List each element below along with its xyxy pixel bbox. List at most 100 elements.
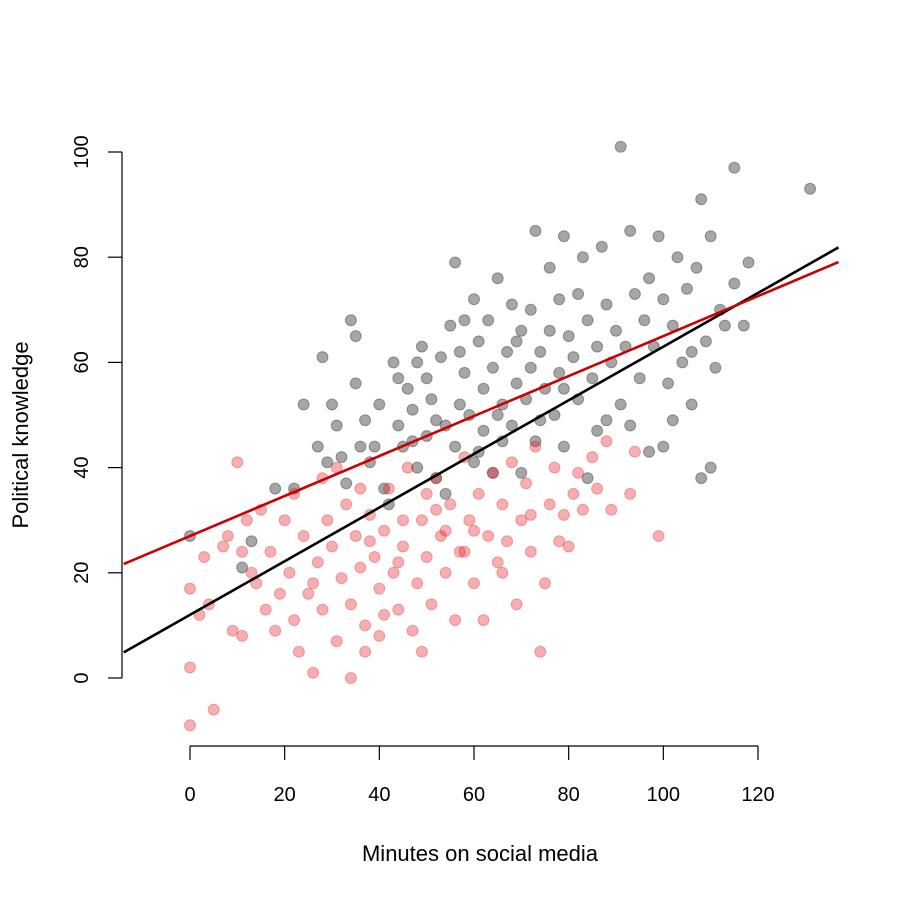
scatter-point-series-0-96 xyxy=(652,230,665,243)
scatter-point-series-1-8 xyxy=(231,456,244,469)
scatter-point-series-0-74 xyxy=(562,330,575,343)
scatter-point-series-1-34 xyxy=(344,672,357,684)
scatter-point-series-0-8 xyxy=(321,456,334,469)
scatter-point-series-1-86 xyxy=(576,503,589,516)
scatter-point-series-0-61 xyxy=(524,303,537,316)
x-tick-label-0: 0 xyxy=(184,784,195,806)
scatter-point-series-1-20 xyxy=(288,614,301,627)
scatter-point-series-0-88 xyxy=(614,398,627,411)
scatter-point-series-0-135 xyxy=(458,314,471,327)
x-tick-label-6: 120 xyxy=(741,784,774,806)
scatter-point-series-1-51 xyxy=(411,577,424,590)
scatter-point-series-0-75 xyxy=(567,351,580,364)
scatter-point-series-0-6 xyxy=(311,440,324,453)
regression-lines-layer xyxy=(123,246,840,654)
scatter-point-series-0-50 xyxy=(486,361,499,374)
scatter-point-series-1-14 xyxy=(259,603,272,616)
scatter-point-series-1-26 xyxy=(311,556,324,569)
scatter-point-series-1-41 xyxy=(368,551,381,563)
scatter-point-series-0-28 xyxy=(411,461,424,474)
scatter-point-series-0-64 xyxy=(529,435,542,448)
scatter-point-series-0-98 xyxy=(662,377,675,390)
scatter-point-series-1-104 xyxy=(468,524,480,537)
scatter-point-series-0-127 xyxy=(600,414,613,427)
scatter-point-series-1-55 xyxy=(425,598,438,611)
scatter-point-series-0-73 xyxy=(557,440,570,453)
scatter-point-series-1-77 xyxy=(529,440,542,453)
scatter-point-series-0-38 xyxy=(449,256,462,269)
x-ticks: 0 20 40 60 80 100 120 xyxy=(184,746,775,806)
scatter-point-series-0-58 xyxy=(515,324,528,337)
scatter-point-series-1-47 xyxy=(392,603,405,616)
scatter-point-series-1-102 xyxy=(420,487,433,500)
scatter-point-series-1-23 xyxy=(297,530,310,542)
regression-line-0 xyxy=(123,246,840,654)
scatter-point-series-0-23 xyxy=(387,356,400,369)
scatter-point-series-0-94 xyxy=(643,272,656,285)
scatter-point-series-0-130 xyxy=(666,414,679,427)
scatter-point-series-0-2 xyxy=(245,535,258,548)
scatter-point-series-0-5 xyxy=(297,398,310,411)
scatter-point-series-1-101 xyxy=(397,514,409,527)
scatter-point-series-0-13 xyxy=(344,314,357,327)
scatter-point-series-1-67 xyxy=(482,530,495,542)
x-tick-label-5: 100 xyxy=(647,784,680,806)
scatter-point-series-0-78 xyxy=(576,251,589,264)
scatter-point-series-0-76 xyxy=(572,288,585,300)
scatter-point-series-1-15 xyxy=(264,545,277,558)
scatter-point-series-1-87 xyxy=(586,451,599,464)
scatter-point-series-0-3 xyxy=(269,482,282,495)
scatter-point-series-1-53 xyxy=(415,514,428,527)
scatter-point-series-0-113 xyxy=(728,277,741,290)
scatter-point-series-1-59 xyxy=(444,498,457,511)
scatter-point-series-0-16 xyxy=(354,440,367,453)
scatter-point-series-1-68 xyxy=(486,466,499,479)
scatter-point-series-0-129 xyxy=(643,445,656,458)
scatter-point-series-0-39 xyxy=(449,440,462,453)
scatter-point-series-0-31 xyxy=(420,372,433,385)
scatter-point-series-0-68 xyxy=(543,324,556,337)
y-tick-label-2: 40 xyxy=(71,456,93,478)
scatter-point-series-1-9 xyxy=(236,545,249,558)
scatter-point-series-1-65 xyxy=(472,487,485,500)
scatter-point-series-1-60 xyxy=(449,614,462,627)
scatter-point-series-0-81 xyxy=(591,340,604,353)
scatter-point-series-1-17 xyxy=(273,587,286,600)
scatter-point-series-1-89 xyxy=(600,435,613,448)
scatter-point-series-0-55 xyxy=(505,298,518,311)
scatter-point-series-1-25 xyxy=(307,666,320,679)
scatter-point-series-0-116 xyxy=(804,182,817,195)
scatter-point-series-0-112 xyxy=(728,161,741,174)
scatter-point-series-0-86 xyxy=(610,324,622,337)
scatter-point-series-1-0 xyxy=(184,719,196,732)
scatter-point-series-1-37 xyxy=(354,561,367,574)
y-axis-title: Political knowledge xyxy=(8,341,33,528)
scatter-point-series-1-24 xyxy=(302,587,315,600)
scatter-point-series-0-97 xyxy=(657,293,670,306)
scatter-point-series-1-64 xyxy=(468,577,480,590)
scatter-point-series-0-102 xyxy=(681,282,693,295)
scatter-point-series-0-108 xyxy=(704,230,717,243)
scatter-point-series-1-22 xyxy=(292,645,305,658)
scatter-point-series-1-107 xyxy=(572,466,585,479)
scatter-point-series-1-52 xyxy=(415,645,428,658)
scatter-point-series-0-24 xyxy=(392,419,405,432)
scatter-point-series-1-70 xyxy=(496,498,509,511)
scatter-point-series-0-67 xyxy=(543,261,556,274)
scatter-point-series-0-45 xyxy=(472,335,485,348)
scatter-point-series-1-10 xyxy=(236,629,249,642)
scatter-point-series-0-93 xyxy=(638,314,651,327)
scatter-point-series-1-39 xyxy=(359,645,372,658)
scatter-point-series-1-69 xyxy=(491,556,504,569)
scatter-point-series-1-103 xyxy=(439,524,452,537)
regression-line-1 xyxy=(123,260,840,566)
scatter-point-series-0-51 xyxy=(491,272,504,285)
scatter-point-series-1-76 xyxy=(524,545,537,558)
scatter-point-series-0-100 xyxy=(671,251,684,264)
scatter-point-series-1-97 xyxy=(307,577,320,590)
scatter-point-series-0-41 xyxy=(458,366,471,379)
scatter-point-series-1-90 xyxy=(605,503,618,516)
scatter-point-series-1-110 xyxy=(430,503,443,516)
scatter-point-series-0-109 xyxy=(709,361,722,374)
scatter-point-series-0-120 xyxy=(453,345,466,358)
